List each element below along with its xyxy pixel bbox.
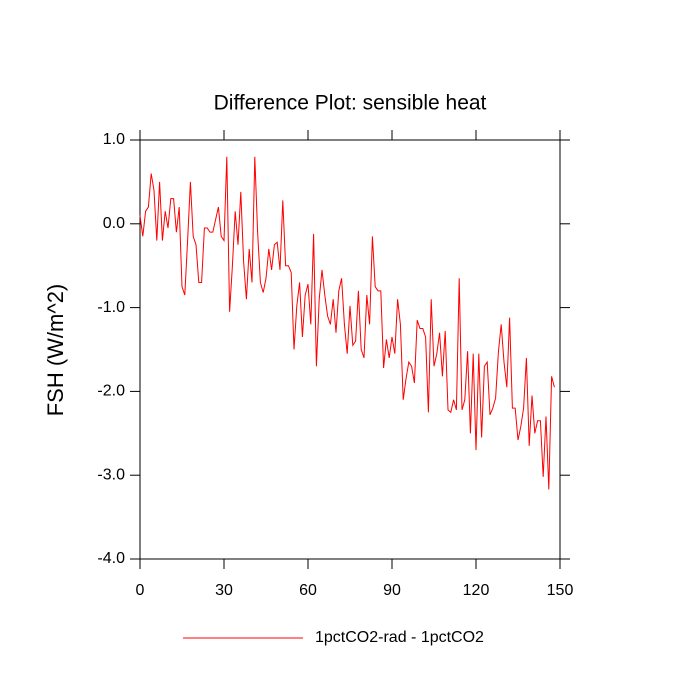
x-tick-label: 30 (215, 582, 233, 599)
x-tick-label: 0 (136, 582, 145, 599)
x-tick-label: 150 (547, 582, 574, 599)
data-line (139, 156, 555, 490)
x-tick-label: 60 (299, 582, 317, 599)
y-tick-label: -3.0 (97, 466, 125, 483)
x-tick-label: 90 (383, 582, 401, 599)
y-tick-label: -2.0 (97, 383, 125, 400)
y-tick-label: -4.0 (97, 550, 125, 567)
y-tick-label: 1.0 (103, 131, 125, 148)
legend-label: 1pctCO2-rad - 1pctCO2 (315, 629, 484, 646)
y-tick-label: -1.0 (97, 299, 125, 316)
x-tick-label: 120 (463, 582, 490, 599)
y-tick-label: 0.0 (103, 215, 125, 232)
y-axis-label: FSH (W/m^2) (43, 284, 68, 417)
plot-frame (139, 139, 561, 560)
chart-title: Difference Plot: sensible heat (214, 92, 487, 115)
